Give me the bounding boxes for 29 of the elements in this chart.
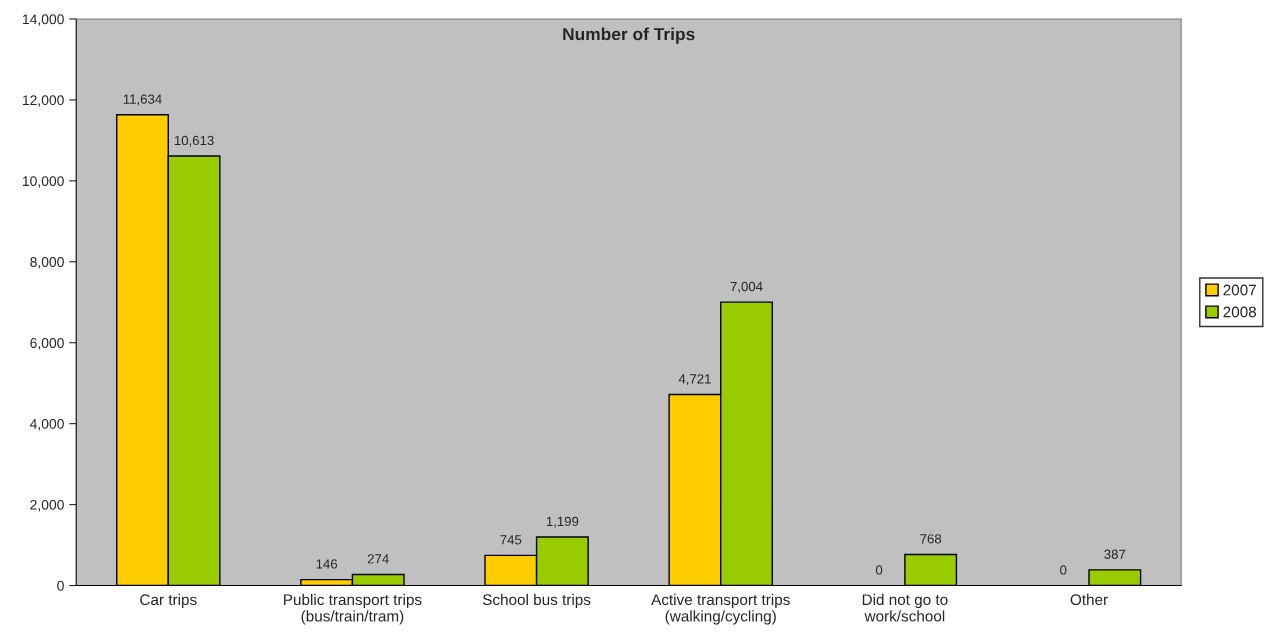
text: 274 xyxy=(367,554,389,564)
text: 387 xyxy=(1104,549,1126,559)
x-tick-label: Active transport trips (walking/cycling) xyxy=(651,593,790,625)
text: 768 xyxy=(920,534,942,544)
x-tick-label: School bus trips xyxy=(482,593,591,609)
y-tick-label: 6,000 xyxy=(30,338,64,350)
x-tick-label: Public transport trips (bus/train/tram) xyxy=(284,593,422,625)
legend-label: 2008 xyxy=(1223,306,1257,318)
y-tick-label: 14,000 xyxy=(22,14,64,26)
x-tick-label: Car trips xyxy=(140,593,197,609)
y-tick-label: 2,000 xyxy=(30,499,64,512)
y-tick-label: 0 xyxy=(57,580,64,591)
x-tick-label: Did not go to work/school xyxy=(862,593,948,622)
y-tick-label: 10,000 xyxy=(22,176,64,188)
text: 7,004 xyxy=(730,281,763,293)
legend-label: 2007 xyxy=(1223,284,1256,296)
chart-title: Number of Trips xyxy=(563,27,695,44)
x-tick-label: Other xyxy=(1070,593,1108,606)
text: 745 xyxy=(500,535,522,545)
text: 11,634 xyxy=(123,94,162,106)
text: 0 xyxy=(1060,565,1067,575)
text: 10,613 xyxy=(174,135,214,147)
text: 0 xyxy=(875,565,883,575)
text: 1,199 xyxy=(546,516,579,528)
text: 146 xyxy=(316,559,338,569)
y-tick-label: 4,000 xyxy=(29,418,64,431)
y-tick-label: 12,000 xyxy=(22,95,64,107)
y-tick-label: 8,000 xyxy=(30,257,64,269)
text: 4,721 xyxy=(678,374,711,386)
